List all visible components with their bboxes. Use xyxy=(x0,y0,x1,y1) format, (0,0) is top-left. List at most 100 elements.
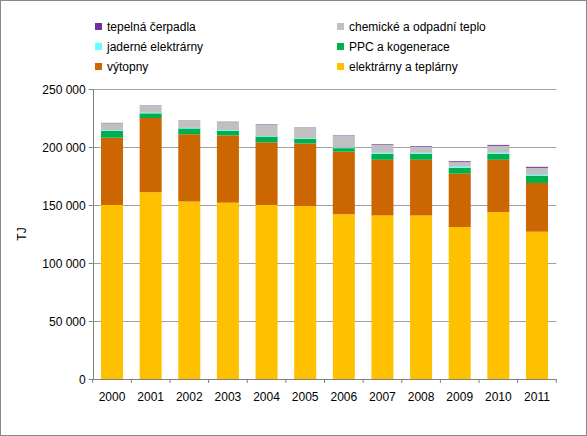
grid-line xyxy=(93,147,557,148)
bar-segment xyxy=(140,105,162,106)
tick-label: 2009 xyxy=(446,390,473,404)
bar-segment xyxy=(526,183,548,232)
tick-label: 150 000 xyxy=(42,199,86,213)
bar-segment xyxy=(449,227,471,379)
bar-segment xyxy=(449,162,471,167)
legend-label: tepelná čerpadla xyxy=(107,20,196,34)
bar-segment xyxy=(410,153,432,154)
y-axis: 050 000100 000150 000200 000250 000 xyxy=(42,83,556,387)
grid-line xyxy=(93,89,557,90)
x-tick xyxy=(285,379,286,383)
grid-line xyxy=(93,321,557,322)
tick-mark xyxy=(89,321,93,322)
bar-segment xyxy=(178,128,200,134)
bar-segment xyxy=(371,145,393,153)
bar-segment xyxy=(333,148,355,151)
chart: 050 000100 000150 000200 000250 000TJ200… xyxy=(0,0,587,436)
tick-label: 2010 xyxy=(485,390,512,404)
bar-segment xyxy=(410,147,432,153)
x-tick xyxy=(479,379,480,383)
bar-segment xyxy=(294,128,316,138)
x-tick xyxy=(247,379,248,383)
tick-label: 2003 xyxy=(215,390,242,404)
bar-segment xyxy=(256,124,278,136)
legend-label: chemické a odpadní teplo xyxy=(349,20,486,34)
bar-segment xyxy=(333,136,355,148)
legend-swatch xyxy=(95,43,102,50)
tick-mark xyxy=(89,263,93,264)
legend-swatch xyxy=(337,23,344,30)
tick-mark xyxy=(89,379,93,380)
tick-mark xyxy=(89,205,93,206)
bar-segment xyxy=(178,120,200,121)
bar-segment xyxy=(101,123,123,130)
x-tick xyxy=(401,379,402,383)
bar-segment xyxy=(294,144,316,207)
bar-segment xyxy=(217,203,239,379)
bar-segment xyxy=(449,161,471,163)
tick-label: 50 000 xyxy=(49,315,86,329)
tick-mark xyxy=(89,89,93,90)
bar-segment xyxy=(178,202,200,379)
y-axis-line xyxy=(93,89,94,379)
x-tick xyxy=(131,379,132,383)
tick-label: 2002 xyxy=(176,390,203,404)
bar-segment xyxy=(256,142,278,205)
bar-segment xyxy=(217,122,239,130)
bar-segment xyxy=(449,168,471,174)
chart-border xyxy=(1,1,587,436)
x-tick xyxy=(517,379,518,383)
bar-segment xyxy=(371,215,393,379)
legend-swatch xyxy=(337,63,344,70)
grid-line xyxy=(93,263,557,264)
tick-label: 2005 xyxy=(292,390,319,404)
bar-segment xyxy=(371,144,393,146)
bar-segment xyxy=(256,124,278,125)
bar-segment xyxy=(140,192,162,379)
legend-label: elektrárny a teplárny xyxy=(349,60,458,74)
bar-segment xyxy=(217,135,239,202)
grid-line xyxy=(93,205,557,206)
bar-segment xyxy=(526,176,548,183)
bar-segment xyxy=(256,205,278,379)
bar-segment xyxy=(333,135,355,136)
tick-label: 0 xyxy=(79,373,86,387)
bar-segment xyxy=(449,174,471,227)
bar-segment xyxy=(371,154,393,160)
bar-segment xyxy=(410,146,432,148)
bar-segment xyxy=(294,139,316,144)
x-tick xyxy=(556,379,557,383)
tick-label: 2001 xyxy=(137,390,164,404)
bar-segment xyxy=(371,160,393,216)
tick-label: 250 000 xyxy=(42,83,86,97)
bar-segment xyxy=(140,113,162,118)
legend-swatch xyxy=(337,43,344,50)
bar-segment xyxy=(101,131,123,138)
bar-segment xyxy=(140,118,162,192)
bar-segment xyxy=(449,167,471,168)
bar-segment xyxy=(217,131,239,136)
tick-label: 200 000 xyxy=(42,141,86,155)
bar-segment xyxy=(178,121,200,128)
bar-segment xyxy=(217,121,239,122)
tick-label: 2004 xyxy=(253,390,280,404)
bar-segment xyxy=(487,154,509,160)
bar-segment xyxy=(140,106,162,113)
x-tick xyxy=(169,379,170,383)
legend-label: jaderné elektrárny xyxy=(106,40,203,54)
tick-label: 2007 xyxy=(369,390,396,404)
x-tick xyxy=(208,379,209,383)
x-tick xyxy=(363,379,364,383)
bar-segment xyxy=(526,175,548,176)
bar-segment xyxy=(371,153,393,154)
bars xyxy=(101,105,548,379)
bar-segment xyxy=(526,168,548,175)
legend-label: PPC a kogenerace xyxy=(349,40,450,54)
tick-mark xyxy=(89,147,93,148)
x-tick xyxy=(440,379,441,383)
tick-label: 2006 xyxy=(330,390,357,404)
bar-segment xyxy=(410,160,432,216)
bar-segment xyxy=(410,215,432,379)
bar-segment xyxy=(333,214,355,379)
legend-swatch xyxy=(95,23,102,30)
